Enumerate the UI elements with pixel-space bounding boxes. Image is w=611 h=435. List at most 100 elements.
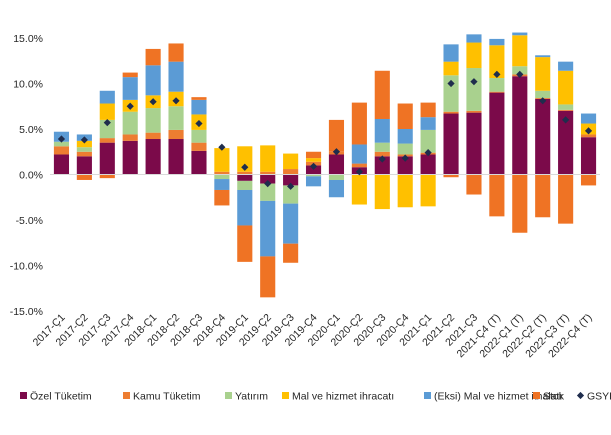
bar-segment <box>512 32 528 36</box>
bar-segment <box>237 146 253 172</box>
bar-segment <box>76 140 92 148</box>
legend-swatch <box>20 392 27 399</box>
gsyh-point <box>57 135 66 143</box>
legend-label: Yatırım <box>235 391 268 403</box>
bar-segment <box>122 140 138 175</box>
bar-segment <box>76 174 92 180</box>
legend-swatch <box>282 392 289 399</box>
bar-segment <box>558 104 574 110</box>
bar-segment <box>53 141 70 147</box>
gsyh-point <box>424 149 432 157</box>
bar-segment <box>351 174 367 205</box>
legend-label: Özel Tüketim <box>30 391 92 403</box>
bar-segment <box>237 180 253 190</box>
bar-segment <box>214 179 230 190</box>
bar-segment <box>305 151 322 159</box>
bar-segment <box>374 118 390 143</box>
bar-segment <box>99 119 115 139</box>
bar-segment <box>191 99 207 115</box>
y-tick-label: 10.0% <box>13 79 43 91</box>
bar-segment <box>580 137 597 175</box>
gsyh-point <box>447 79 455 88</box>
gsyh-point <box>562 116 570 124</box>
bar-segment <box>397 174 413 208</box>
bar-segment <box>168 61 184 92</box>
bar-segment <box>122 72 138 78</box>
bar-segment <box>558 70 574 105</box>
bar-segment <box>122 134 138 141</box>
bar-segment <box>512 76 528 175</box>
bar-segment <box>191 142 207 151</box>
bar-segment <box>420 129 436 153</box>
bar-segment <box>374 142 390 152</box>
legend-label: GSYH <box>587 391 611 403</box>
bar-segment <box>191 97 207 100</box>
bar-segment <box>512 35 528 67</box>
legend-label: Stok <box>543 391 565 403</box>
gsyh-point <box>355 168 363 176</box>
legend-label: (Eksi) Mal ve hizmet ithalatı <box>434 391 562 403</box>
y-axis: -15.0% -10.0% -5.0% 0.0% 5.0% 10.0% 15.0% <box>10 33 43 318</box>
gsyh-point <box>584 127 593 135</box>
y-tick-label: 0.0% <box>19 170 43 182</box>
bar-segment <box>374 151 390 157</box>
bar-segment <box>283 174 299 186</box>
bar-segment <box>260 174 276 184</box>
bar-segment <box>283 153 299 170</box>
y-tick-label: -10.0% <box>10 261 43 273</box>
gsyh-point <box>80 136 88 144</box>
bar-segment <box>420 102 436 118</box>
bar-segment <box>305 158 322 162</box>
bar-segment <box>145 132 161 140</box>
bar-segment <box>237 189 253 226</box>
bar-segment <box>420 154 436 175</box>
bar-segment <box>397 156 413 175</box>
bar-segment <box>168 129 184 140</box>
bar-segment <box>76 156 92 175</box>
bar-segment <box>535 174 551 218</box>
gsyh-point <box>332 148 341 156</box>
bar-segment <box>397 103 413 129</box>
legend-swatch <box>533 392 540 399</box>
bar-segment <box>260 183 276 201</box>
y-tick-label: 5.0% <box>19 124 43 136</box>
gsyh-point <box>126 102 134 110</box>
bar-segment <box>214 148 230 172</box>
bar-segment <box>53 146 70 155</box>
bar-segment <box>512 66 528 75</box>
gsyh-point <box>401 154 409 162</box>
legend-label: Kamu Tüketim <box>133 391 201 403</box>
bars-group <box>53 32 597 298</box>
gsyh-point <box>195 119 203 128</box>
bar-segment <box>443 61 459 76</box>
gsyh-point <box>493 70 501 78</box>
bar-segment <box>76 147 92 152</box>
bar-segment <box>489 78 505 92</box>
legend-swatch <box>123 392 130 399</box>
bar-segment <box>145 139 161 175</box>
bar-segment <box>466 174 482 195</box>
legend: Özel Tüketim Kamu Tüketim Yatırım Mal ve hi… <box>20 391 611 403</box>
y-tick-label: -5.0% <box>16 215 43 227</box>
bar-segment <box>466 110 482 113</box>
bar-segment <box>168 106 184 130</box>
bar-segment <box>535 98 551 175</box>
bar-segment <box>122 77 138 100</box>
bar-segment <box>145 65 161 96</box>
bar-segment <box>374 174 390 210</box>
bar-segment <box>535 57 551 91</box>
bar-segment <box>99 90 115 104</box>
x-axis: 2017-Ç12017-Ç22017-Ç32017-Ç42018-Ç12018-… <box>31 312 595 361</box>
y-tick-label: -15.0% <box>10 306 43 318</box>
gsyh-point <box>287 182 295 190</box>
gsyh-point <box>309 162 318 170</box>
bar-segment <box>328 179 345 198</box>
bar-segment <box>214 174 230 180</box>
bar-segment <box>122 111 138 135</box>
bar-segment <box>558 110 574 175</box>
bar-segment <box>489 92 505 175</box>
bar-segment <box>283 243 299 263</box>
bar-segment <box>580 134 597 138</box>
bar-segment <box>351 163 367 168</box>
gsyh-point <box>264 180 272 188</box>
